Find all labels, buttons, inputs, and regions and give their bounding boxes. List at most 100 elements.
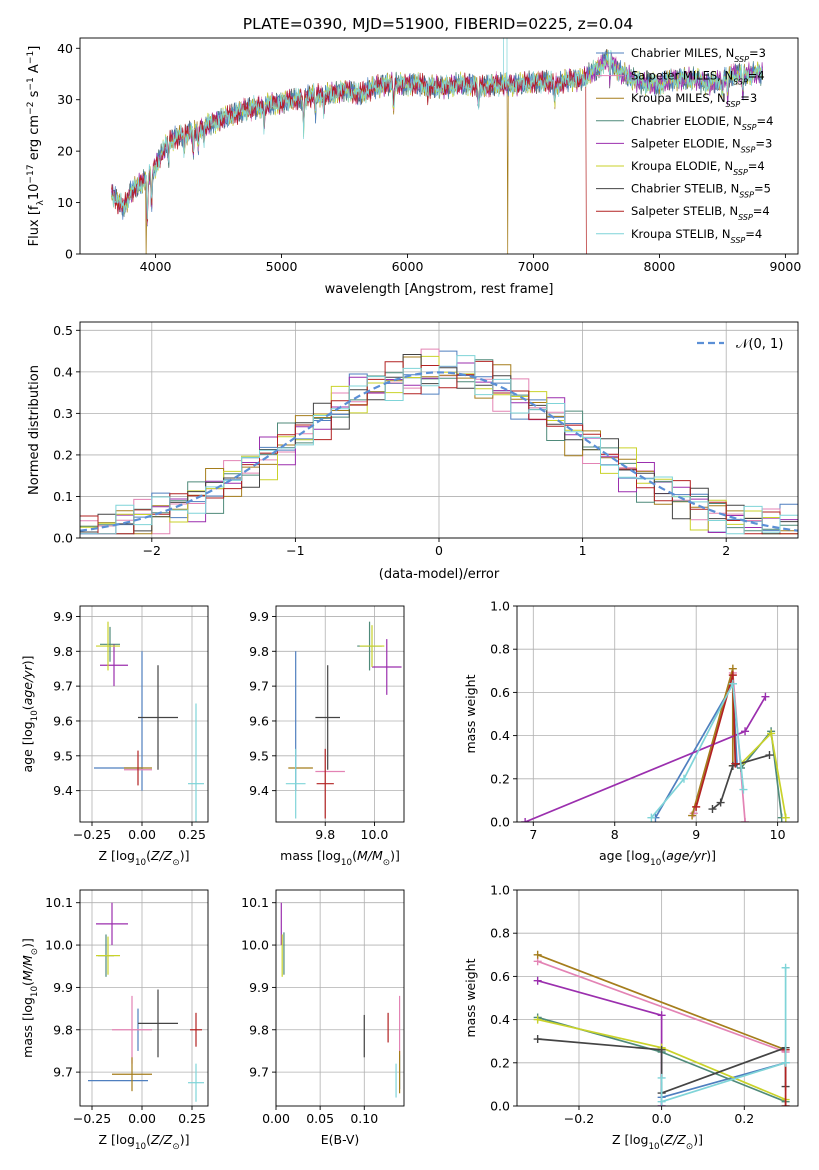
weight_vs_age-marker-7-2 [731,759,740,768]
weight_vs_Z-marker-6-0 [533,1035,542,1044]
legend-label-sub: SSP [742,122,757,131]
weight_vs_Z-marker-4-1 [657,1011,666,1020]
legend-label-main: Kroupa STELIB, N [631,227,731,241]
mass_vs_Z-frame [79,889,209,1107]
weight_vs_Z-marker-8-1 [657,1097,666,1106]
legend-label-tail: =4 [753,204,770,218]
legend-label-tail: =4 [748,69,765,83]
weight_vs_age-series-6 [711,754,770,810]
weight_vs_age-xtick-label: 10 [770,827,786,842]
weight_vs_age-marker-2-0 [688,811,697,820]
weight_vs_age-ytick-label: 0.2 [490,771,510,786]
residuals-ytick-label: 0.2 [53,447,73,462]
mass_vs_Z-ytick-label: 10.0 [45,938,73,953]
weight_vs_age-frame [516,605,799,823]
age_vs_Z-ytick-label: 9.5 [53,748,73,763]
legend-label-main: Salpeter MILES, N [631,69,733,83]
age_vs_mass-ytick-label: 9.9 [249,609,269,624]
age_vs_mass-content [285,621,402,819]
legend-label-tail: =4 [748,159,765,173]
residuals-legend-label: 𝒩(0, 1) [736,337,783,352]
weight_vs_Z-panel: −0.2 0.0 0.2 0.0 0.2 0.4 0.6 0.8 1.0 Z [log10(Z/Z… [463,883,799,1152]
weight_vs_age-marker-8-2 [728,679,737,688]
mass_vs_ebv-xtick-label: 0.10 [350,1111,378,1126]
legend-label-tail: =5 [754,182,771,196]
age_vs_Z-ytick-label: 9.7 [53,679,73,694]
mass_vs_ebv-xlabel: E(B-V) [321,1132,360,1147]
mass_vs_Z-ytick-label: 9.7 [53,1065,73,1080]
legend-label-3: Chabrier ELODIE, NSSP=4 [631,114,773,132]
weight_vs_age-marker-8-1 [679,774,688,783]
weight_vs_Z-xtick-label: 0.2 [734,1111,754,1126]
spectrum-ytick-label: 20 [57,144,73,159]
weight_vs_age-marker-8-3 [739,785,748,794]
weight_vs_age-marker-7-0 [692,802,701,811]
weight_vs_Z-series-1 [537,960,786,1053]
weight_vs_Z-marker-5-0 [533,1015,542,1024]
spectrum-series-8 [111,38,764,220]
age_vs_mass-ytick-label: 9.8 [249,644,269,659]
mass_vs_Z-content [88,902,204,1102]
weight_vs_age-xtick-label: 7 [529,827,537,842]
age_vs_Z-xtick-label: 0.00 [128,827,156,842]
weight_vs_age-panel: 7 8 9 10 0.0 0.2 0.4 0.6 0.8 1.0 age [log10(age/yr… [463,599,799,868]
legend-label-main: Chabrier MILES, N [631,46,734,60]
residuals-xtick-label: −1 [286,543,304,558]
legend-label-2: Kroupa MILES, NSSP=3 [631,91,757,109]
legend-label-sub: SSP [741,145,756,154]
mass_vs_Z-xlabel: Z [log10(Z/Z⊙)] [99,1132,190,1152]
weight_vs_Z-content [533,950,790,1106]
weight_vs_age-marker-4-2 [761,692,770,701]
residuals-content [80,348,798,535]
age_vs_mass-ytick-label: 9.7 [249,679,269,694]
mass_vs_ebv-xtick-label: 0.05 [306,1111,334,1126]
legend-label-main: Kroupa MILES, N [631,91,726,105]
weight_vs_age-marker-7-1 [728,671,737,680]
age_vs_Z-frame [79,605,209,823]
residuals-ytick-label: 0.1 [53,489,73,504]
weight_vs_Z-marker-8-2 [781,1058,790,1067]
legend-label-4: Salpeter ELODIE, NSSP=3 [631,136,772,154]
legend-label-sub: SSP [733,77,748,86]
legend-label-tail: =3 [755,136,772,150]
mass_vs_ebv-xtick-label: 0.00 [262,1111,290,1126]
weight_vs_Z-frame [516,889,799,1107]
age_vs_mass-panel: 9.8 10.0 9.4 9.5 9.6 9.7 9.8 9.9 mass [log10(M/M… [249,605,405,868]
weight_vs_Z-series-8 [660,967,787,1103]
weight_vs_Z-marker-6-1 [657,1045,666,1054]
legend-label-sub: SSP [731,235,746,244]
residuals-gaussian-curve [80,371,798,532]
mass_vs_ebv-frame [275,889,405,1107]
mass_vs_Z-grid [80,890,208,1106]
figure-title: PLATE=0390, MJD=51900, FIBERID=0225, z=0… [243,15,633,33]
age_vs_mass-xlabel: mass [log10(M/M⊙)] [280,848,400,868]
weight_vs_age-series-8 [650,680,745,819]
weight_vs_Z-ytick-label: 0.2 [490,1055,510,1070]
weight_vs_age-xlabel: age [log10(age/yr)] [599,848,716,868]
age_vs_mass-grid [276,606,404,822]
weight_vs_age-ytick-label: 0.4 [490,728,510,743]
spectrum-xlabel: wavelength [Angstrom, rest frame] [325,282,554,297]
legend-label-sub: SSP [738,213,753,222]
weight_vs_Z-marker-8-0 [657,1073,666,1082]
legend-label-sub: SSP [739,190,754,199]
spectrum-ytick-label: 0 [65,247,73,262]
legend-label-sub: SSP [733,168,748,177]
age_vs_Z-ytick-label: 9.9 [53,609,73,624]
weight_vs_Z-ytick-label: 0.8 [490,926,510,941]
legend-label-tail: =3 [740,91,757,105]
weight_vs_Z-ytick-label: 0.4 [490,1012,510,1027]
mass_vs_ebv-ytick-label: 9.7 [249,1065,269,1080]
weight_vs_age-marker-5-2 [781,813,790,822]
spectrum-ylabel: Flux [fλ10−17 erg cm−2 s−1 A−1] [26,46,46,247]
weight_vs_Z-ylabel: mass weight [463,958,478,1037]
age_vs_Z-ylabel: age [log10(age/yr)] [20,655,40,772]
weight_vs_age-content [521,664,790,822]
residuals-hist-8 [80,355,798,535]
age_vs_mass-ytick-label: 9.5 [249,748,269,763]
legend-label-sub: SSP [734,55,749,64]
weight_vs_age-ytick-label: 0.0 [490,815,510,830]
residuals-ytick-label: 0.0 [53,531,73,546]
spectrum-xtick-label: 4000 [140,259,172,274]
weight_vs_age-marker-6-3 [765,751,774,760]
